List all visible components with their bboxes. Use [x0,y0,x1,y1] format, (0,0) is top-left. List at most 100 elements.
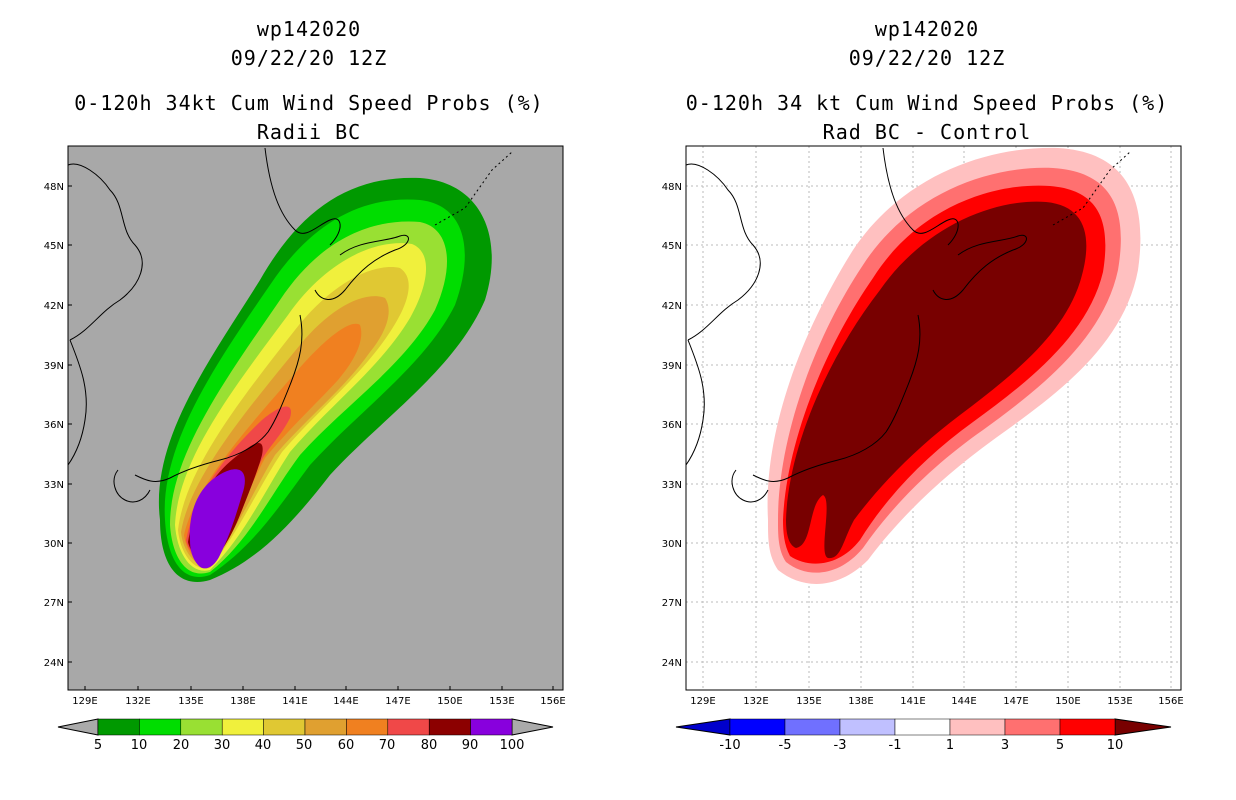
lat-label: 45N [44,241,64,252]
korea-coast [685,339,705,466]
forecast-date: 09/22/20 12Z [230,46,388,70]
colorbar-label: -3 [834,738,847,753]
lon-label: 129E [690,696,715,707]
lat-label: 24N [44,658,64,669]
colorbar-swatch [263,718,306,736]
lon-label: 156E [1158,696,1183,707]
right-panel: wp142020 09/22/20 12Z 0-120h 34 kt Cum W… [618,0,1236,800]
colorbar-label: -1 [889,738,902,753]
colorbar-label: -5 [779,738,792,753]
colorbar-low-triangle [57,718,99,736]
colorbar-label: 10 [131,738,148,753]
lon-label: 135E [178,696,203,707]
colorbar-swatch [221,718,264,736]
band-90 [189,469,245,569]
plot-subtitle: Rad BC - Control [822,120,1032,144]
kyushu-coast [731,469,769,503]
colorbar-label: 5 [1056,738,1064,753]
hokkaido-coast [932,234,1027,300]
colorbar-swatch [139,718,182,736]
lon-label: 132E [743,696,768,707]
lat-label: 36N [44,420,64,431]
colorbar [675,718,1172,736]
lon-label: 132E [125,696,150,707]
kyushu-coast [113,469,151,503]
lat-label: 39N [44,361,64,372]
lat-label: 39N [662,361,682,372]
lat-label: 45N [662,241,682,252]
colorbar-label: 100 [500,738,525,753]
colorbar-swatch [470,718,513,736]
colorbar-swatch [428,718,471,736]
colorbar-swatch [304,718,347,736]
colorbar-swatch [839,718,896,736]
difference-contours [767,147,1141,584]
colorbar-label: 3 [1001,738,1009,753]
lat-label: 42N [44,301,64,312]
lat-label: 24N [662,658,682,669]
lat-label: 42N [662,301,682,312]
lat-label: 27N [662,598,682,609]
colorbar-labels: 5 10 20 30 40 50 60 70 80 90 100 [94,738,525,753]
colorbar-swatch [729,718,786,736]
lat-label: 27N [44,598,64,609]
colorbar-label: 20 [173,738,190,753]
colorbar-swatch [97,718,140,736]
map-frame [67,145,564,691]
colorbar-swatch [387,718,430,736]
band-10 [786,201,1087,559]
map-frame [685,145,1182,691]
colorbar [57,718,554,736]
coastlines [67,147,513,503]
lat-label: 36N [662,420,682,431]
lon-label: 156E [540,696,565,707]
korea-coast [67,339,87,466]
colorbar-label: 1 [946,738,954,753]
colorbar-swatch [1004,718,1061,736]
colorbar-swatch [346,718,389,736]
colorbar-label: 80 [421,738,438,753]
sakhalin-coast [882,147,959,246]
coastlines [685,147,1131,503]
left-panel: wp142020 09/22/20 12Z 0-120h 34kt Cum Wi… [44,17,566,753]
lon-label: 153E [489,696,514,707]
colorbar-label: 5 [94,738,102,753]
colorbar-label: -10 [719,738,740,753]
asia-coast [685,163,761,341]
lon-label: 138E [230,696,255,707]
colorbar-label: 90 [462,738,479,753]
plot-title: 0-120h 34 kt Cum Wind Speed Probs (%) [685,91,1169,115]
lon-label: 150E [1055,696,1080,707]
lat-label: 30N [44,539,64,550]
honshu-coast [752,314,921,482]
lat-label: 48N [44,182,64,193]
lat-label: 33N [44,480,64,491]
plot-title: 0-120h 34kt Cum Wind Speed Probs (%) [74,91,544,115]
asia-coast [67,163,143,341]
colorbar-labels: -10 -5 -3 -1 1 3 5 10 [719,738,1123,753]
colorbar-label: 30 [214,738,231,753]
lat-label: 30N [662,539,682,550]
plot-subtitle: Radii BC [256,120,362,144]
lon-label: 135E [796,696,821,707]
colorbar-swatch [784,718,841,736]
colorbar-low-triangle [675,718,731,736]
lon-label: 144E [333,696,358,707]
colorbar-label: 50 [296,738,313,753]
lon-label: 138E [848,696,873,707]
forecast-date: 09/22/20 12Z [848,46,1006,70]
hokkaido-coast [314,234,409,300]
lat-label: 33N [662,480,682,491]
lon-label: 147E [1003,696,1028,707]
lat-label: 48N [662,182,682,193]
colorbar-high-triangle [511,718,554,736]
sakhalin-coast [264,147,341,246]
colorbar-label: 60 [338,738,355,753]
colorbar-high-triangle [1114,718,1172,736]
colorbar-label: 70 [379,738,396,753]
lon-label: 153E [1107,696,1132,707]
storm-id: wp142020 [874,17,980,41]
probability-contours [158,177,492,582]
lon-label: 144E [951,696,976,707]
colorbar-label: 40 [255,738,272,753]
